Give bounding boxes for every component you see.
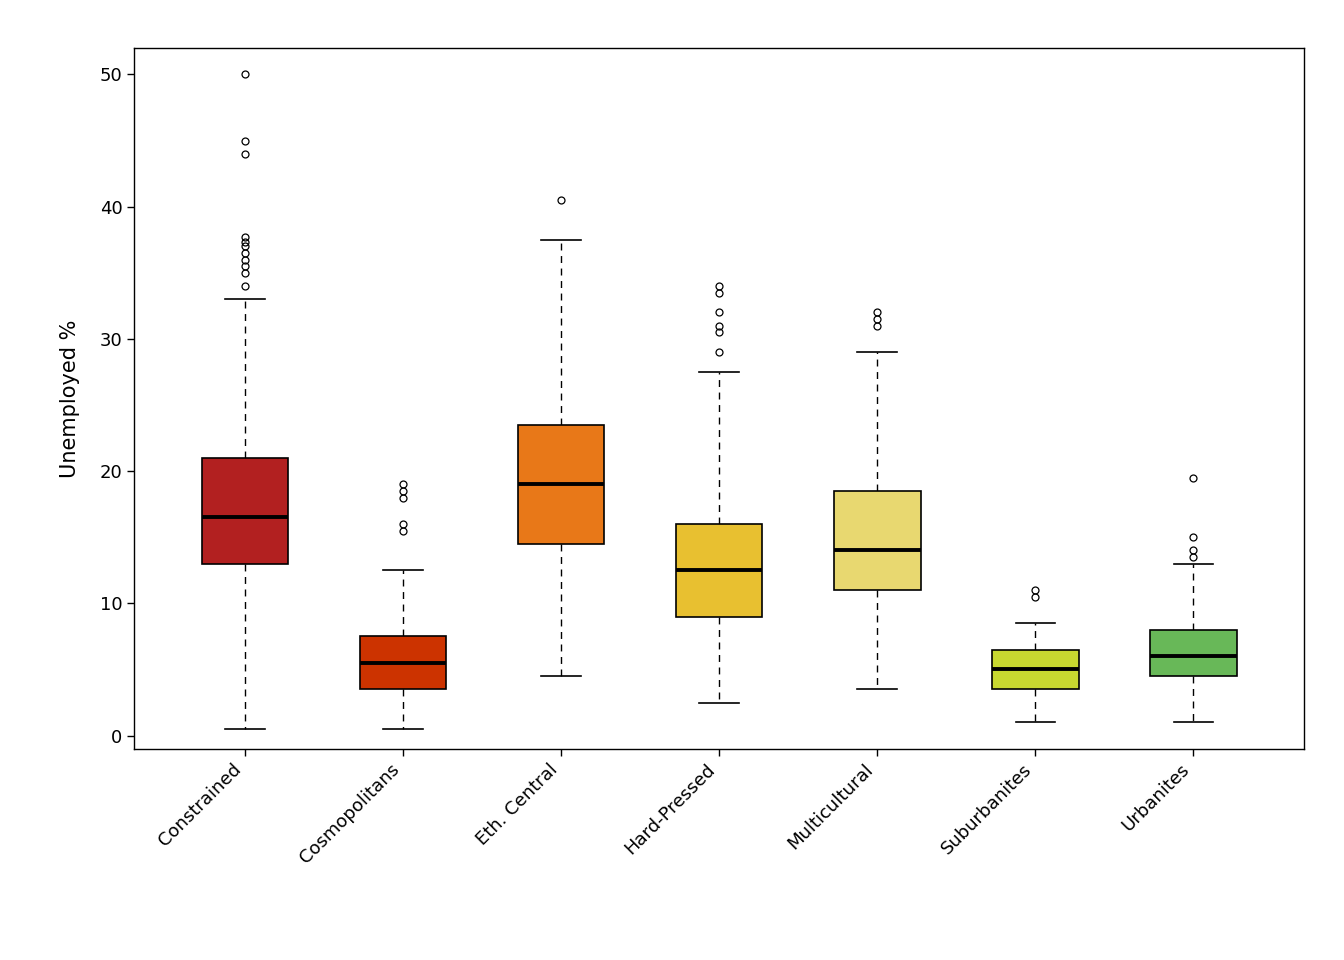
Bar: [1149, 630, 1236, 676]
Y-axis label: Unemployed %: Unemployed %: [60, 320, 81, 477]
Bar: [833, 491, 921, 590]
Bar: [676, 524, 762, 616]
Bar: [360, 636, 446, 689]
Bar: [992, 650, 1078, 689]
Bar: [517, 425, 605, 544]
Bar: [202, 458, 289, 564]
